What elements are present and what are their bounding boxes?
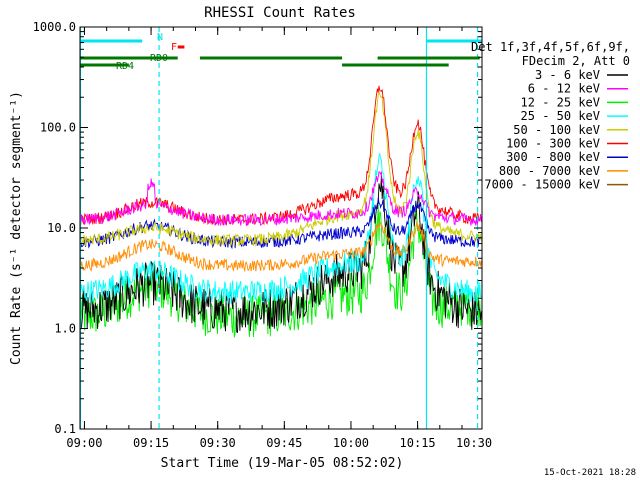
- x-tick-label-5: 10:15: [400, 436, 436, 450]
- flag-label-n: N: [157, 32, 163, 43]
- y-tick-label-0: 0.1: [54, 422, 76, 436]
- y-tick-label-1: 1.0: [54, 322, 76, 336]
- legend-entry-6: 300 - 800 keV: [506, 150, 600, 164]
- y-tick-label-3: 100.0: [40, 121, 76, 135]
- y-axis-label: Count Rate (s⁻¹ detector segment⁻¹): [9, 91, 24, 365]
- series-line-7: [80, 221, 482, 272]
- x-tick-label-4: 10:00: [333, 436, 369, 450]
- series-group: [80, 85, 482, 338]
- legend-header-line-2: FDecim 2, Att 0: [522, 54, 630, 68]
- series-line-4: [80, 90, 482, 248]
- legend-entry-3: 25 - 50 keV: [521, 109, 600, 123]
- legend-entry-7: 800 - 7000 keV: [499, 164, 600, 178]
- legend-entry-0: 3 - 6 keV: [535, 68, 600, 82]
- x-tick-label-1: 09:15: [133, 436, 169, 450]
- x-tick-label-6: 10:30: [456, 436, 492, 450]
- x-tick-label-0: 09:00: [66, 436, 102, 450]
- chart-title: RHESSI Count Rates: [204, 5, 356, 21]
- series-line-1: [80, 170, 482, 227]
- flag-label-rd0: RD0: [150, 53, 168, 64]
- legend-entry-1: 6 - 12 keV: [528, 82, 600, 96]
- legend-entry-5: 100 - 300 keV: [506, 137, 600, 151]
- x-tick-label-2: 09:30: [200, 436, 236, 450]
- legend-entry-2: 12 - 25 keV: [521, 95, 600, 109]
- y-tick-label-4: 1000.0: [33, 20, 76, 34]
- series-line-3: [80, 152, 482, 304]
- x-tick-label-3: 09:45: [266, 436, 302, 450]
- axes: 0.1 1.0 10.0 100.0 1000.0 09:00 09:15 09:30 09:4…: [33, 20, 492, 450]
- y-tick-label-2: 10.0: [47, 221, 76, 235]
- legend-entry-8: 7000 - 15000 keV: [484, 178, 600, 192]
- x-axis-label: Start Time (19-Mar-05 08:52:02): [161, 456, 404, 471]
- flag-label-rd4: RD4: [116, 61, 134, 72]
- legend-entry-4: 50 - 100 keV: [513, 123, 600, 137]
- series-line-6: [80, 197, 482, 250]
- legend-header-line-1: Det 1f,3f,4f,5f,6f,9f,: [471, 40, 630, 54]
- legend: Det 1f,3f,4f,5f,6f,9f, FDecim 2, Att 0 3…: [471, 40, 630, 192]
- timestamp: 15-Oct-2021 18:28: [544, 468, 636, 478]
- flag-label-f: F: [171, 42, 177, 53]
